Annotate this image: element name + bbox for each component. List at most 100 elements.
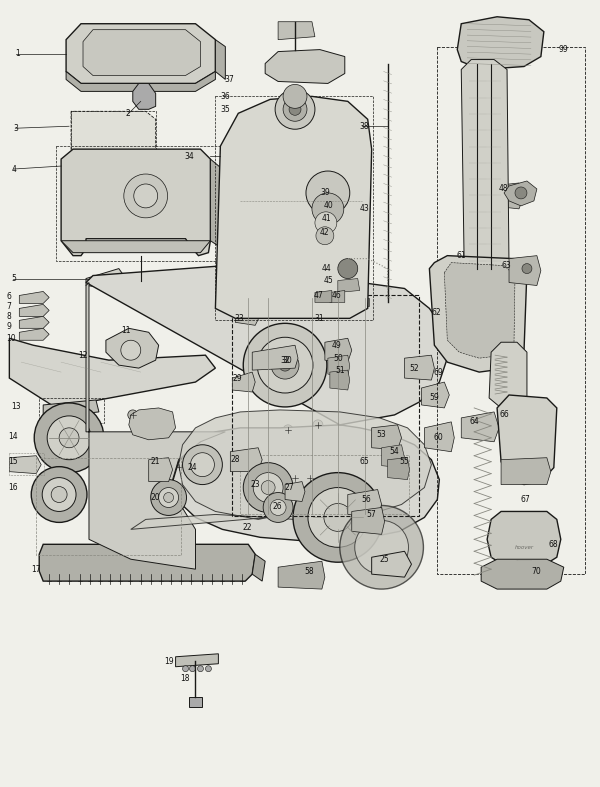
Text: 36: 36 [220, 92, 230, 101]
Bar [56, 146, 220, 260]
Text: 27: 27 [284, 483, 293, 492]
Circle shape [34, 403, 104, 473]
Text: 53: 53 [377, 430, 386, 439]
Polygon shape [71, 111, 155, 161]
Circle shape [316, 227, 334, 245]
Polygon shape [424, 422, 454, 452]
Text: 35: 35 [220, 105, 230, 114]
Text: 33: 33 [235, 314, 244, 323]
Circle shape [283, 98, 307, 121]
Polygon shape [278, 561, 325, 589]
Text: 9: 9 [7, 322, 11, 331]
Circle shape [313, 420, 323, 430]
Polygon shape [19, 316, 49, 328]
Circle shape [243, 463, 293, 512]
Circle shape [312, 193, 344, 225]
Text: 44: 44 [322, 264, 332, 273]
Circle shape [275, 90, 315, 129]
Text: 4: 4 [11, 164, 16, 174]
Polygon shape [232, 372, 255, 392]
Bar [437, 46, 584, 575]
Bar [71, 111, 155, 161]
Polygon shape [382, 445, 404, 467]
Polygon shape [461, 60, 509, 280]
Circle shape [263, 493, 293, 523]
Text: 50: 50 [334, 353, 344, 363]
Circle shape [271, 351, 299, 379]
Text: 52: 52 [409, 364, 419, 372]
Text: 65: 65 [360, 457, 370, 466]
Polygon shape [504, 181, 537, 206]
Bar [39, 398, 104, 423]
Circle shape [257, 338, 313, 393]
Bar [232, 295, 419, 516]
Circle shape [182, 445, 223, 485]
Polygon shape [371, 425, 401, 449]
Text: 48: 48 [499, 184, 509, 194]
Polygon shape [388, 458, 409, 479]
Polygon shape [278, 22, 315, 39]
Text: 20: 20 [151, 493, 160, 502]
Circle shape [128, 410, 138, 420]
Polygon shape [487, 512, 561, 567]
Polygon shape [497, 395, 557, 485]
Text: 18: 18 [181, 674, 190, 683]
Text: 54: 54 [389, 447, 400, 456]
Polygon shape [457, 17, 544, 69]
Text: 62: 62 [431, 308, 441, 317]
Text: 12: 12 [78, 351, 88, 360]
Text: 56: 56 [362, 495, 371, 504]
Text: 38: 38 [360, 122, 370, 131]
Polygon shape [252, 554, 265, 581]
Circle shape [124, 174, 167, 218]
Text: 24: 24 [188, 464, 197, 472]
Circle shape [279, 359, 291, 371]
Circle shape [289, 103, 301, 115]
Text: 1: 1 [16, 49, 20, 58]
Polygon shape [19, 291, 49, 304]
Polygon shape [489, 342, 527, 408]
Polygon shape [19, 328, 49, 340]
Polygon shape [129, 408, 176, 440]
Circle shape [261, 481, 275, 494]
Circle shape [134, 184, 158, 208]
Circle shape [522, 264, 532, 274]
Polygon shape [308, 298, 316, 306]
Circle shape [42, 478, 76, 512]
Text: 11: 11 [121, 326, 130, 334]
Text: 61: 61 [456, 251, 466, 260]
Text: 23: 23 [250, 480, 260, 489]
Circle shape [315, 212, 337, 234]
Text: 14: 14 [8, 432, 18, 442]
Text: 51: 51 [336, 366, 346, 375]
Circle shape [173, 462, 184, 471]
Circle shape [305, 473, 315, 482]
Text: 28: 28 [230, 455, 240, 464]
Text: 21: 21 [151, 457, 160, 466]
Text: 55: 55 [400, 457, 409, 466]
Circle shape [270, 500, 286, 515]
Circle shape [338, 259, 358, 279]
Polygon shape [131, 410, 431, 530]
Circle shape [355, 520, 409, 575]
Polygon shape [491, 183, 524, 209]
Polygon shape [421, 382, 449, 408]
Polygon shape [61, 150, 211, 256]
Bar [10, 453, 44, 475]
Text: 42: 42 [320, 228, 329, 237]
Circle shape [340, 505, 424, 589]
Text: ________: ________ [515, 557, 532, 561]
Polygon shape [315, 290, 332, 302]
Polygon shape [325, 338, 352, 362]
Polygon shape [371, 551, 412, 577]
Circle shape [121, 340, 141, 360]
Polygon shape [361, 298, 368, 306]
Polygon shape [265, 50, 345, 83]
Text: 37: 37 [224, 75, 234, 84]
Circle shape [31, 467, 87, 523]
Polygon shape [404, 355, 434, 380]
Text: 16: 16 [8, 483, 18, 492]
Text: 8: 8 [7, 312, 11, 321]
Polygon shape [66, 72, 215, 91]
Polygon shape [252, 345, 298, 370]
